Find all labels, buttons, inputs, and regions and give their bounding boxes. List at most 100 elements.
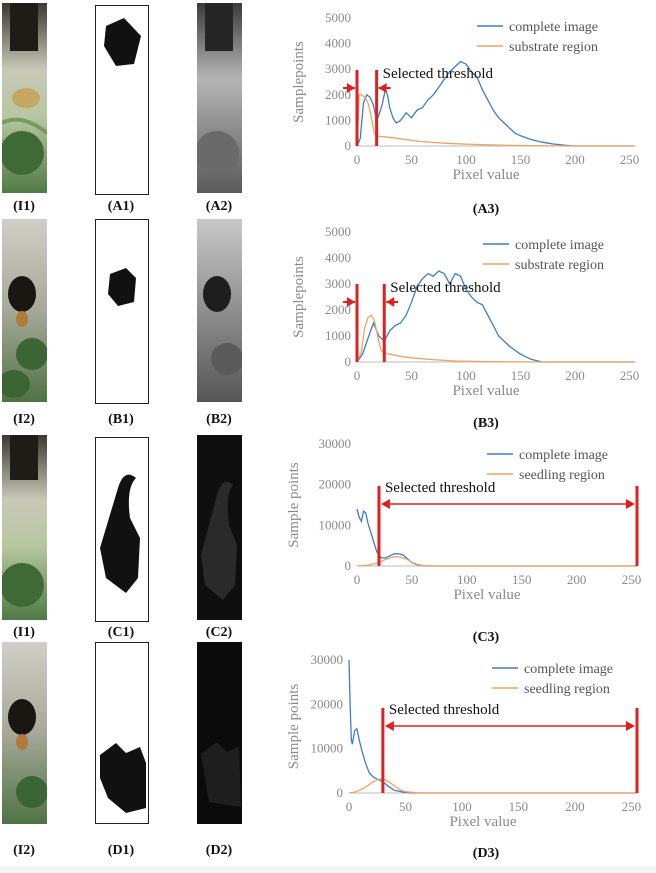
y-tick-label: 10000: [311, 741, 344, 756]
label-I2: (I2): [13, 412, 35, 427]
arrowhead: [378, 83, 387, 93]
gray-image-C2: [197, 435, 242, 620]
bottom-strip: [0, 866, 656, 873]
threshold-annotation: Selected threshold: [390, 280, 501, 296]
legend-label: seedling region: [524, 682, 610, 697]
threshold-annotation: Selected threshold: [383, 66, 494, 82]
x-tick-label: 200: [565, 152, 585, 167]
x-tick-label: 100: [457, 572, 477, 587]
x-tick-label: 150: [509, 799, 529, 814]
y-axis-title: Samplepoints: [291, 41, 307, 123]
legend-label: complete image: [515, 238, 604, 253]
label-B3: (B3): [473, 416, 499, 431]
x-tick-label: 0: [346, 799, 353, 814]
mask-C1: [95, 437, 149, 622]
chart-A3-svg: 0 1000 2000 3000 4000 5000 0 50 100 150 200 250 Pixe…: [291, 10, 640, 183]
chart-A3: 0 1000 2000 3000 4000 5000 0 50 100 150 200 250 Pixe…: [285, 8, 651, 196]
chart-B3-svg: 0 1000 2000 3000 4000 5000 0 50 100 150 200 250 Pixe…: [291, 224, 640, 399]
chart-D3-svg: 0 10000 20000 30000 0 50 100 150 200 250 Pixel val…: [286, 652, 641, 830]
threshold-annotation: Selected threshold: [389, 702, 500, 718]
y-tick-label: 0: [345, 558, 352, 573]
label-A3: (A3): [472, 202, 500, 217]
x-tick-label: 0: [354, 572, 361, 587]
y-tick-label: 3000: [325, 61, 351, 76]
chart-C3-svg: 0 10000 20000 30000 0 50 100 150 200 250 Pixel val…: [286, 436, 642, 603]
y-tick-label: 3000: [325, 276, 351, 291]
x-tick-label: 150: [512, 572, 532, 587]
y-tick-label: 30000: [319, 436, 352, 451]
label-C1: (C1): [107, 625, 135, 640]
x-axis-title: Pixel value: [449, 814, 516, 830]
image-I1-row3: [2, 435, 47, 620]
gray-image-D2: [197, 642, 242, 824]
x-tick-label: 250: [622, 572, 642, 587]
y-tick-label: 5000: [325, 224, 351, 239]
x-tick-label: 50: [405, 368, 418, 383]
y-tick-label: 0: [337, 785, 344, 800]
label-D1: (D1): [107, 843, 135, 858]
arrowhead: [384, 721, 394, 731]
image-I1-row1: [2, 3, 47, 193]
x-tick-label: 50: [399, 799, 412, 814]
chart-C3: 0 10000 20000 30000 0 50 100 150 200 250 Pixel val…: [282, 436, 651, 626]
x-tick-label: 200: [565, 368, 585, 383]
x-tick-label: 200: [565, 799, 585, 814]
x-tick-label: 0: [354, 368, 361, 383]
y-tick-label: 30000: [311, 652, 344, 667]
x-tick-label: 150: [511, 368, 531, 383]
chart-D3: 0 10000 20000 30000 0 50 100 150 200 250 Pixel val…: [282, 648, 651, 840]
label-A1: (A1): [107, 199, 135, 214]
y-axis-title: Samplepoints: [291, 256, 307, 338]
y-tick-label: 2000: [325, 302, 351, 317]
label-B1: (B1): [108, 412, 134, 427]
y-axis-title: Sample points: [286, 462, 302, 548]
x-tick-label: 100: [456, 152, 476, 167]
legend-label: seedling region: [519, 468, 605, 483]
y-tick-label: 5000: [325, 10, 351, 25]
x-axis-title: Pixel value: [452, 383, 519, 399]
series-line-complete-image: [348, 659, 637, 794]
label-I2-row4: (I2): [13, 843, 35, 858]
y-tick-label: 4000: [325, 36, 351, 51]
y-tick-label: 20000: [311, 696, 344, 711]
gray-image-A2: [197, 3, 242, 193]
label-B2: (B2): [206, 412, 232, 427]
y-tick-label: 20000: [319, 477, 352, 492]
series-line-region: [356, 555, 637, 567]
arrowhead: [626, 499, 635, 509]
y-tick-label: 0: [345, 354, 352, 369]
x-tick-label: 250: [620, 152, 640, 167]
x-axis-title: Pixel value: [452, 167, 519, 183]
label-C3: (C3): [472, 630, 500, 645]
x-tick-label: 100: [452, 799, 472, 814]
x-tick-label: 200: [567, 572, 587, 587]
label-D2: (D2): [205, 843, 233, 858]
x-tick-label: 50: [405, 572, 418, 587]
series-line-complete-image: [356, 60, 635, 147]
y-tick-label: 2000: [325, 87, 351, 102]
label-D3: (D3): [472, 846, 500, 861]
threshold-annotation: Selected threshold: [385, 480, 496, 496]
arrowhead: [386, 297, 395, 307]
y-tick-label: 0: [345, 138, 352, 153]
y-tick-label: 4000: [325, 250, 351, 265]
image-I2-row2: [2, 219, 47, 402]
y-tick-label: 1000: [325, 328, 351, 343]
gray-image-B2: [197, 219, 242, 402]
label-A2: (A2): [205, 199, 233, 214]
mask-B1: [95, 219, 149, 404]
arrowhead: [626, 721, 635, 731]
image-I2-row4: [2, 642, 47, 824]
y-tick-label: 1000: [325, 112, 351, 127]
x-tick-label: 250: [620, 368, 640, 383]
mask-D1: [95, 642, 149, 824]
series-line-region: [356, 314, 635, 363]
x-tick-label: 50: [405, 152, 418, 167]
legend-label: complete image: [509, 20, 598, 35]
series-line-region: [348, 778, 637, 794]
arrowhead: [380, 499, 390, 509]
chart-B3: 0 1000 2000 3000 4000 5000 0 50 100 150 200 250 Pixe…: [285, 222, 651, 412]
series-line-region: [356, 94, 635, 147]
label-I1-row3: (I1): [13, 625, 35, 640]
legend-label: complete image: [524, 662, 613, 677]
